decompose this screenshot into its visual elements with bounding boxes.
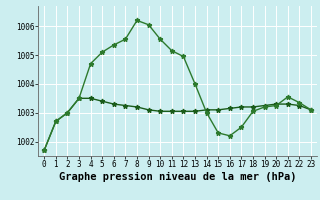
X-axis label: Graphe pression niveau de la mer (hPa): Graphe pression niveau de la mer (hPa)	[59, 172, 296, 182]
